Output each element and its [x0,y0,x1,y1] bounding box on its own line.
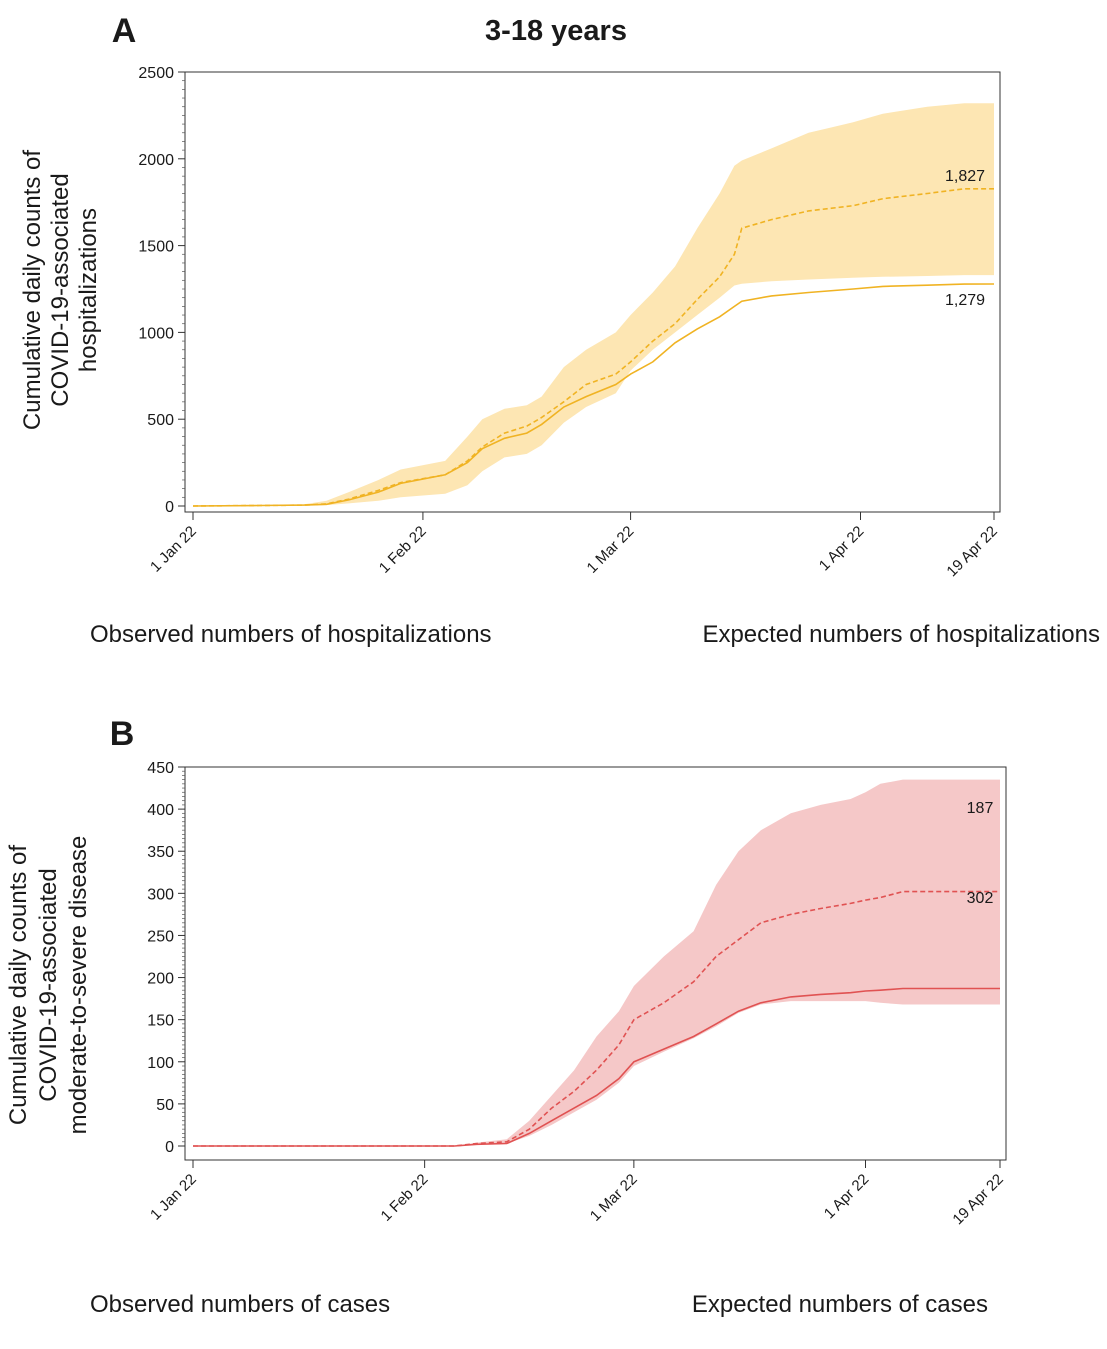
x-tick-label: 1 Feb 22 [376,523,430,577]
y-tick-label: 0 [165,1139,174,1156]
chart-panel-a: A Cumulative daily counts of COVID-19-asso… [19,12,1100,648]
y-tick-label: 300 [147,886,174,903]
panel-label: B [110,715,135,753]
observed-line [193,987,1000,1147]
y-tick-label: 400 [147,802,174,819]
expected-line [192,188,994,507]
panel-label: A [112,12,137,50]
y-axis-label-line: COVID-19-associated [35,868,62,1101]
figure-title: 3-18 years [485,15,627,47]
plot-frame [184,71,1001,513]
x-tick-label: 1 Feb 22 [378,1171,432,1225]
x-tick-label: 19 Apr 22 [949,1171,1006,1228]
x-tick-label: 1 Mar 22 [584,523,638,577]
y-tick-label: 2500 [138,65,174,82]
legend-expected: Expected numbers of cases [692,1291,988,1318]
legend-observed: Observed numbers of hospitalizations [90,621,492,648]
y-tick-label: 1500 [138,239,174,256]
y-tick-label: 500 [147,412,174,429]
legend-observed: Observed numbers of cases [90,1291,390,1318]
y-axis-label-line: Cumulative daily counts of [5,845,32,1125]
annotation-expected: 302 [967,890,994,907]
y-tick-label: 200 [147,971,174,988]
y-tick-label: 350 [147,844,174,861]
y-tick-label: 450 [147,760,174,777]
observed-line [192,283,995,507]
annotation-observed: 187 [967,800,994,817]
y-axis-label-line: moderate-to-severe disease [65,836,92,1135]
y-axis-label-line: hospitalizations [75,208,102,372]
y-axis-label-line: Cumulative daily counts of [19,150,46,430]
x-tick-label: 1 Apr 22 [821,1171,873,1223]
y-tick-label: 250 [147,928,174,945]
chart-panel-b: B Cumulative daily counts of COVID-19-asso… [5,715,1007,1318]
x-tick-label: 1 Apr 22 [816,523,868,575]
x-tick-label: 1 Mar 22 [587,1171,641,1225]
annotation-observed: 1,279 [945,292,985,309]
y-tick-label: 2000 [138,152,174,169]
confidence-band [193,779,1000,1146]
expected-line [193,890,1000,1147]
confidence-band [193,103,994,506]
x-tick-label: 1 Jan 22 [147,1171,200,1224]
y-tick-label: 50 [156,1097,174,1114]
legend-expected: Expected numbers of hospitalizations [702,621,1100,648]
x-tick-label: 1 Jan 22 [147,523,200,576]
y-tick-label: 150 [147,1013,174,1030]
y-tick-label: 100 [147,1055,174,1072]
y-tick-label: 0 [165,499,174,516]
y-tick-label: 1000 [138,325,174,342]
plot-frame [184,766,1007,1161]
x-tick-label: 19 Apr 22 [943,523,1000,580]
annotation-expected: 1,827 [945,168,985,185]
y-axis-label-line: COVID-19-associated [47,173,74,406]
